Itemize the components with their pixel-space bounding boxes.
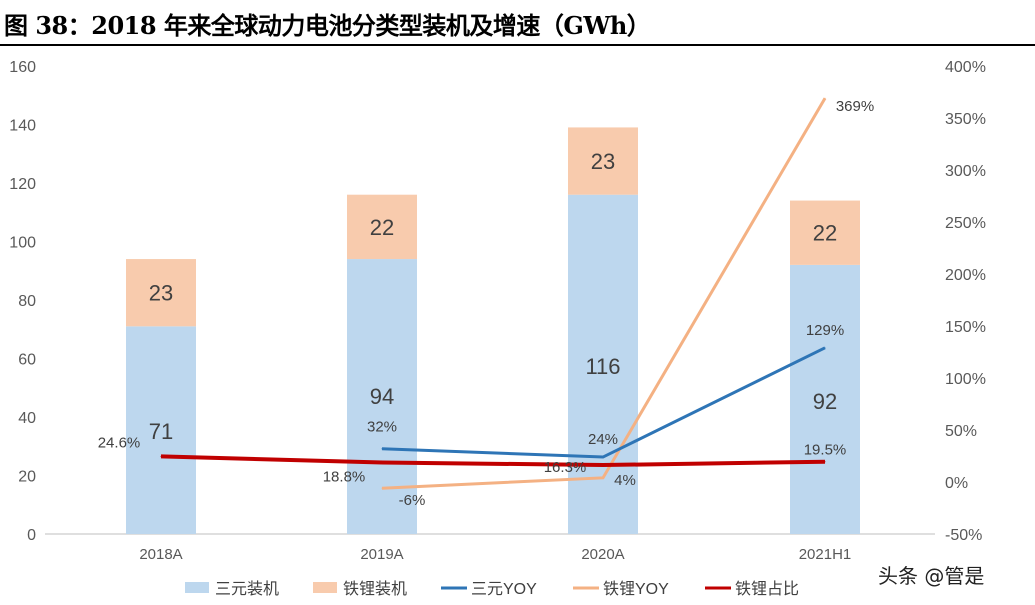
- line-data-label: 369%: [836, 98, 874, 115]
- left-tick-label: 40: [18, 410, 36, 427]
- right-tick-label: 400%: [945, 59, 986, 76]
- bar-label-lfp: 22: [370, 215, 394, 240]
- line-point: [602, 456, 604, 458]
- legend-label: 铁锂占比: [735, 580, 799, 598]
- line-data-label: 24%: [588, 431, 618, 448]
- line-data-label: 32%: [367, 419, 397, 436]
- bar-lfp: [347, 194, 417, 260]
- bar-label-sanyuan: 92: [813, 389, 837, 414]
- line-data-label: 24.6%: [98, 434, 141, 451]
- title-divider: [0, 44, 1035, 46]
- line-data-label: 19.5%: [804, 442, 847, 459]
- line-point: [602, 464, 604, 466]
- right-tick-label: 300%: [945, 163, 986, 180]
- line-data-label: 18.8%: [323, 468, 366, 485]
- right-tick-label: 150%: [945, 319, 986, 336]
- left-tick-label: 100: [9, 235, 36, 252]
- left-tick-label: 140: [9, 118, 36, 135]
- line-point: [381, 461, 383, 463]
- line-point: [381, 448, 383, 450]
- bar-sanyuan: [126, 326, 196, 534]
- right-tick-label: 250%: [945, 215, 986, 232]
- bar-label-lfp: 23: [149, 281, 173, 306]
- x-tick-label: 2020A: [581, 546, 624, 563]
- left-tick-label: 120: [9, 176, 36, 193]
- line-point: [381, 487, 383, 489]
- line-point: [824, 347, 826, 349]
- bar-label-sanyuan: 71: [149, 419, 173, 444]
- bar-sanyuan: [790, 264, 860, 534]
- line-lfp-share: [160, 454, 826, 468]
- line-point: [824, 97, 826, 99]
- watermark: 头条 @管是: [878, 564, 985, 588]
- bar-lfp: [126, 259, 196, 327]
- left-tick-label: 80: [18, 293, 36, 310]
- bar-label-sanyuan: 116: [585, 354, 620, 379]
- bar-label-lfp: 22: [813, 221, 837, 246]
- line-data-label: 129%: [806, 322, 844, 339]
- right-tick-label: 200%: [945, 267, 986, 284]
- x-tick-label: 2019A: [360, 546, 403, 563]
- legend-swatch: [185, 582, 209, 593]
- line-point: [160, 455, 162, 457]
- right-tick-label: 50%: [945, 423, 977, 440]
- right-tick-label: -50%: [945, 527, 982, 544]
- line-data-label: -6%: [399, 492, 426, 509]
- left-tick-label: 160: [9, 59, 36, 76]
- legend-swatch: [313, 582, 337, 593]
- left-tick-label: 0: [27, 527, 36, 544]
- bar-label-sanyuan: 94: [370, 384, 394, 409]
- legend-label: 三元YOY: [471, 581, 537, 598]
- chart-title: 图 38：2018 年来全球动力电池分类型装机及增速（GWh）: [4, 11, 651, 40]
- left-tick-label: 60: [18, 352, 36, 369]
- line-point: [602, 477, 604, 479]
- right-tick-label: 0%: [945, 475, 968, 492]
- bar-lfp: [790, 200, 860, 265]
- x-tick-label: 2021H1: [799, 546, 852, 563]
- legend-label: 三元装机: [215, 580, 279, 598]
- line-data-label: 16.3%: [544, 459, 587, 476]
- right-tick-label: 350%: [945, 111, 986, 128]
- legend-label: 铁锂装机: [343, 580, 407, 598]
- bar-lfp: [568, 127, 638, 195]
- line-point: [824, 461, 826, 463]
- legend-label: 铁锂YOY: [603, 580, 669, 598]
- right-tick-label: 100%: [945, 371, 986, 388]
- line-data-label: 4%: [614, 472, 636, 489]
- left-tick-label: 20: [18, 469, 36, 486]
- bar-label-lfp: 23: [591, 149, 615, 174]
- x-tick-label: 2018A: [139, 546, 182, 563]
